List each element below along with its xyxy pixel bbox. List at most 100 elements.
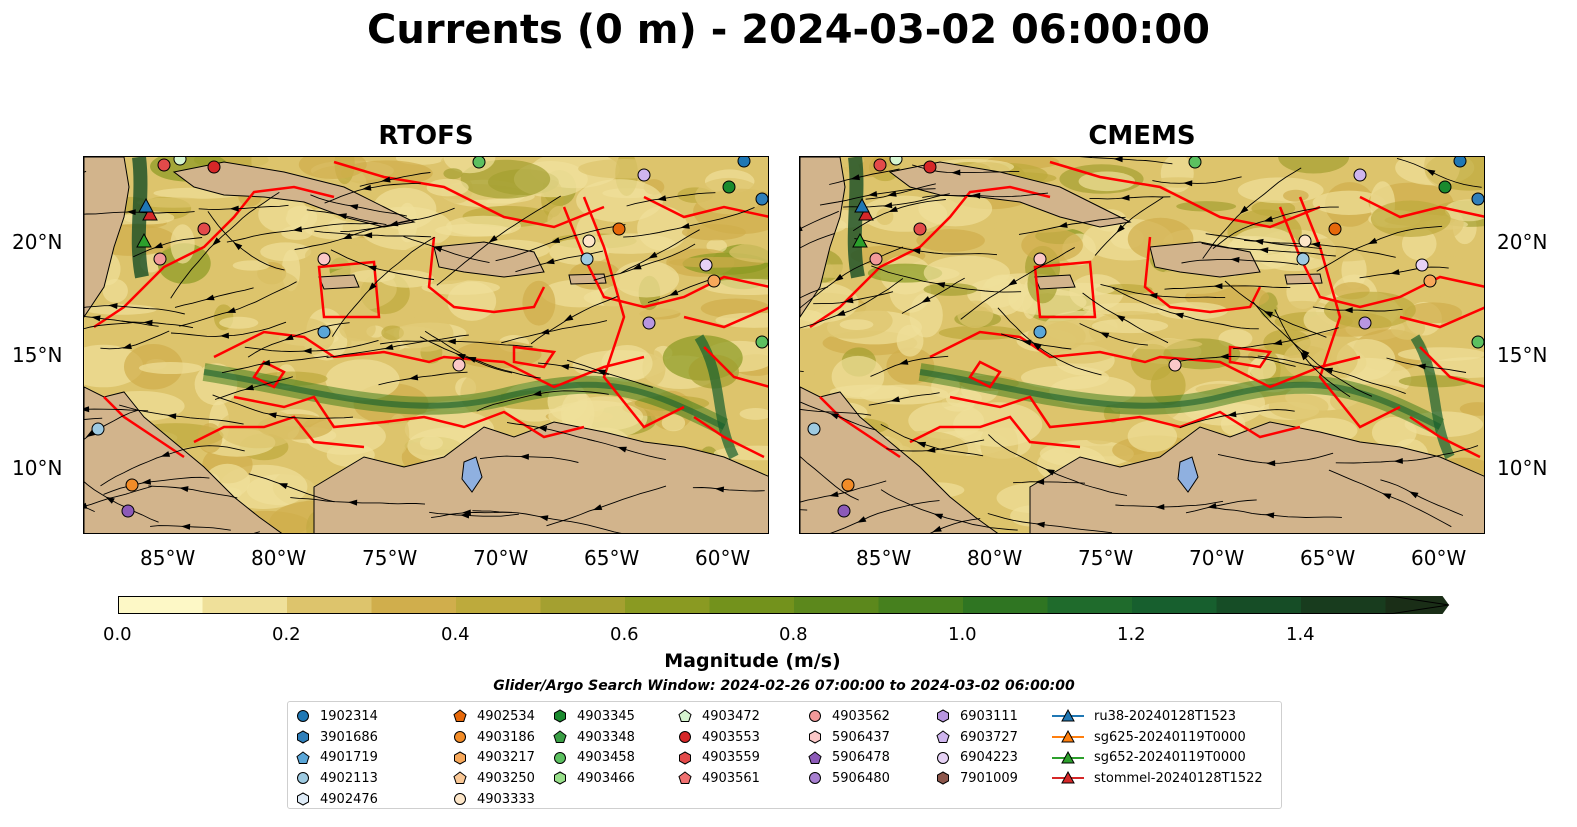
legend-item-label: 4903466 bbox=[577, 770, 635, 786]
float-marker bbox=[1353, 168, 1367, 182]
float-marker bbox=[707, 274, 721, 288]
legend-column: 4903472 4903553 4903559 4903561 bbox=[678, 706, 760, 789]
legend-item: 4903562 bbox=[808, 706, 890, 727]
cbar-tick-7: 1.4 bbox=[1286, 624, 1315, 645]
float-marker bbox=[317, 325, 331, 339]
streamline-arrows bbox=[800, 157, 1436, 532]
legend-item-label: 4902113 bbox=[320, 770, 378, 786]
legend: 1902314 3901686 4901719 4902113 4902476 49025… bbox=[287, 701, 1282, 809]
circle-marker-icon bbox=[454, 793, 466, 806]
legend-item-label: 4903348 bbox=[577, 729, 635, 745]
streamlines bbox=[84, 170, 765, 533]
legend-item: ru38-20240128T1523 bbox=[1052, 706, 1263, 727]
float-marker bbox=[722, 180, 736, 194]
glider-markers bbox=[852, 197, 874, 248]
float-marker bbox=[1423, 274, 1437, 288]
search-window-text: Glider/Argo Search Window: 2024-02-26 07… bbox=[493, 678, 1075, 694]
legend-item: 4903217 bbox=[453, 747, 535, 768]
legend-item: 4903466 bbox=[553, 768, 635, 789]
colorbar-label: Magnitude (m/s) bbox=[664, 650, 841, 672]
hexagon-marker-icon bbox=[297, 730, 309, 744]
circle-marker-icon bbox=[297, 772, 309, 785]
glider-triangle bbox=[138, 197, 154, 213]
hexagon-marker-icon bbox=[297, 792, 309, 806]
colorbar-segment bbox=[456, 596, 541, 614]
lon-label-75w-right: 75°W bbox=[1078, 546, 1134, 570]
triangle-line-marker-icon bbox=[1052, 771, 1084, 784]
legend-item: 4903561 bbox=[678, 768, 760, 789]
legend-item-label: stommel-20240128T1522 bbox=[1094, 770, 1263, 786]
float-marker bbox=[452, 358, 466, 372]
circle-marker-icon bbox=[809, 710, 821, 723]
colorbar-segment bbox=[625, 596, 710, 614]
pentagon-marker-icon bbox=[808, 751, 822, 764]
hexagon-marker-icon bbox=[809, 730, 821, 744]
float-marker bbox=[125, 478, 139, 492]
streamlines bbox=[800, 157, 1482, 533]
legend-item: 7901009 bbox=[936, 768, 1018, 789]
float-marker bbox=[472, 157, 486, 169]
float-marker bbox=[1296, 252, 1310, 266]
legend-item: 6903111 bbox=[936, 706, 1018, 727]
lat-label-20n-left: 20°N bbox=[12, 230, 63, 254]
legend-column: 4903562 5906437 5906478 5906480 bbox=[808, 706, 890, 789]
cmems-map bbox=[799, 156, 1485, 534]
float-marker bbox=[1438, 180, 1452, 194]
colorbar-extend-arrow bbox=[1385, 596, 1449, 614]
legend-item: stommel-20240128T1522 bbox=[1052, 768, 1263, 789]
legend-item: 4903250 bbox=[453, 768, 535, 789]
cbar-tick-2: 0.4 bbox=[441, 624, 470, 645]
hexagon-marker-icon bbox=[554, 771, 566, 785]
legend-item-label: ru38-20240128T1523 bbox=[1094, 708, 1237, 724]
legend-item: 6904223 bbox=[936, 747, 1018, 768]
legend-item-label: sg625-20240119T0000 bbox=[1094, 729, 1246, 745]
legend-item-label: 6903111 bbox=[960, 708, 1018, 724]
pentagon-marker-icon bbox=[678, 771, 692, 785]
float-marker bbox=[1188, 157, 1202, 169]
legend-item: 6903727 bbox=[936, 727, 1018, 748]
legend-item: 3901686 bbox=[296, 727, 378, 748]
lon-label-80w-right: 80°W bbox=[967, 546, 1023, 570]
legend-item-label: 4903561 bbox=[702, 770, 760, 786]
legend-item-label: 5906437 bbox=[832, 729, 890, 745]
float-marker bbox=[582, 234, 596, 248]
legend-item-label: 4903562 bbox=[832, 708, 890, 724]
legend-item-label: 4903458 bbox=[577, 750, 635, 766]
lat-label-10n-left: 10°N bbox=[12, 456, 63, 480]
float-marker bbox=[637, 168, 651, 182]
colorbar-segment bbox=[287, 596, 372, 614]
legend-item-label: 5906478 bbox=[832, 750, 890, 766]
legend-item-label: 4903472 bbox=[702, 708, 760, 724]
colorbar-segment bbox=[794, 596, 879, 614]
legend-item: 5906480 bbox=[808, 768, 890, 789]
glider-triangle bbox=[142, 205, 158, 221]
glider-triangle bbox=[852, 232, 868, 248]
legend-item-label: 4902534 bbox=[477, 708, 535, 724]
hexagon-marker-icon bbox=[454, 751, 466, 765]
float-marker bbox=[612, 222, 626, 236]
legend-item: 4902534 bbox=[453, 706, 535, 727]
float-marker bbox=[837, 504, 851, 518]
lon-label-70w-right: 70°W bbox=[1189, 546, 1245, 570]
legend-item: 4903345 bbox=[553, 706, 635, 727]
legend-item-label: 4903345 bbox=[577, 708, 635, 724]
legend-item-label: 4903333 bbox=[477, 791, 535, 807]
cbar-tick-6: 1.2 bbox=[1117, 624, 1146, 645]
cbar-tick-4: 0.8 bbox=[779, 624, 808, 645]
legend-item: 5906437 bbox=[808, 727, 890, 748]
float-marker bbox=[1033, 325, 1047, 339]
float-marker bbox=[755, 192, 768, 206]
legend-column: 6903111 6903727 6904223 7901009 bbox=[936, 706, 1018, 789]
lat-label-10n-right: 10°N bbox=[1497, 456, 1548, 480]
triangle-line-marker-icon bbox=[1052, 750, 1084, 764]
float-marker bbox=[121, 504, 135, 518]
lon-label-80w-left: 80°W bbox=[251, 546, 307, 570]
circle-marker-icon bbox=[454, 731, 466, 744]
cbar-tick-0: 0.0 bbox=[103, 624, 132, 645]
float-marker bbox=[1358, 316, 1372, 330]
float-marker bbox=[580, 252, 594, 266]
legend-item-label: 4901719 bbox=[320, 750, 378, 766]
colorbar-segment bbox=[540, 596, 626, 614]
float-marker bbox=[1298, 234, 1312, 248]
legend-item-label: 3901686 bbox=[320, 729, 378, 745]
